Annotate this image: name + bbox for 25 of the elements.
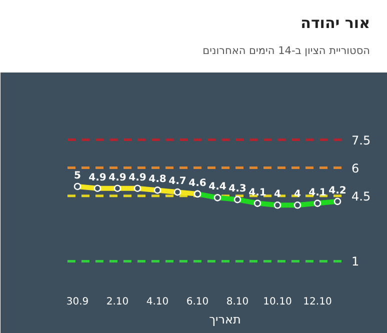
data-label: 4.9 [128,172,146,184]
data-label: 4.2 [328,185,346,196]
data-label: 4.9 [88,172,106,184]
data-label: 4.3 [228,184,246,195]
ref-line-label: 1 [352,254,360,269]
data-label: 4.7 [168,176,186,188]
chart-title: אור יהודה [300,13,370,34]
chart-subtitle: הסטוריית הציון ב-14 הימים האחרונים [202,44,370,60]
x-tick-label: 6.10 [186,296,209,308]
x-axis-title: תאריך [209,312,241,326]
data-label: 4 [274,189,282,200]
data-label: 4.6 [188,178,206,189]
x-tick-label: 8.10 [226,296,249,308]
data-label: 4.9 [108,172,126,184]
data-label: 5 [74,170,82,182]
x-tick-label: 10.10 [263,296,292,308]
ref-line-label: 6 [352,161,360,176]
ref-line-label: 4.5 [352,189,371,204]
x-tick-label: 4.10 [146,296,169,308]
x-tick-label: 2.10 [106,296,129,308]
x-tick-label: 30.9 [66,296,89,308]
data-label: 4.8 [148,174,166,186]
ref-line-label: 7.5 [352,133,371,148]
x-tick-label: 12.10 [303,296,332,308]
data-label: 4.4 [208,182,226,193]
